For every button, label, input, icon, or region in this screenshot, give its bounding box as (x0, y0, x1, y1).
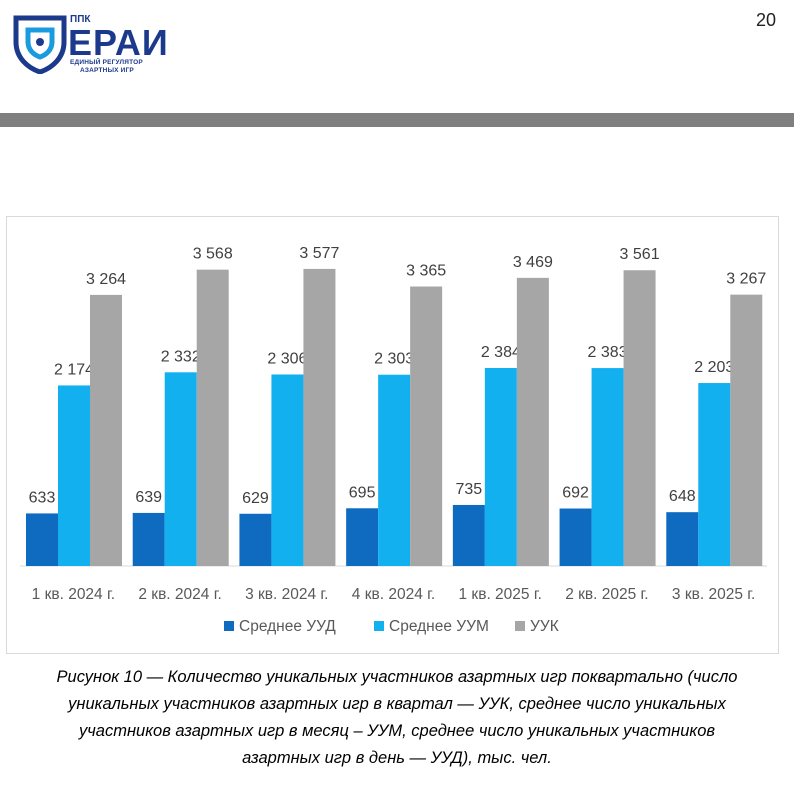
page-number: 20 (755, 10, 776, 30)
data-label: 3 577 (299, 245, 339, 262)
bar (271, 374, 304, 566)
data-label: 3 264 (86, 271, 126, 288)
x-tick-label: 1 кв. 2024 г. (32, 586, 115, 603)
data-label: 695 (349, 484, 376, 501)
bar (164, 372, 197, 566)
data-label: 735 (456, 481, 483, 498)
data-label: 3 469 (513, 254, 553, 271)
bar (346, 508, 379, 566)
data-label: 2 306 (267, 350, 307, 367)
logo-tagline-1: ЕДИНЫЙ РЕГУЛЯТОР (70, 59, 143, 66)
data-label: 2 384 (481, 344, 521, 361)
data-label: 2 332 (161, 348, 201, 365)
logo-tagline-2: АЗАРТНЫХ ИГР (80, 67, 134, 74)
bar-chart: 633 2 174 3 264 1 кв. 2024 г. 639 2 332 3 568 2… (20, 245, 767, 635)
legend-label: Среднее УУД (239, 618, 336, 635)
data-label: 692 (562, 485, 589, 502)
data-label: 633 (29, 489, 56, 506)
caption-line: участников азартных игр в месяц – УУМ, с… (79, 722, 715, 740)
data-label: 2 174 (54, 361, 94, 378)
legend-swatch (515, 621, 525, 631)
bar (239, 513, 272, 566)
bar (666, 512, 699, 566)
bar (58, 385, 90, 566)
data-label: 3 561 (620, 246, 660, 263)
bar (132, 512, 165, 566)
x-tick-label: 3 кв. 2024 г. (245, 586, 328, 603)
x-tick-label: 1 кв. 2025 г. (459, 586, 542, 603)
bar (452, 504, 485, 566)
data-label: 648 (669, 488, 696, 505)
bar (303, 268, 336, 566)
bar (516, 277, 549, 566)
data-label: 2 303 (374, 351, 414, 368)
erai-emblem-icon (13, 15, 67, 74)
x-tick-label: 4 кв. 2024 г. (352, 586, 435, 603)
bar (698, 383, 731, 566)
data-label: 2 203 (694, 359, 734, 376)
data-label: 3 267 (726, 271, 766, 288)
x-tick-label: 2 кв. 2024 г. (138, 586, 221, 603)
bar (623, 270, 656, 566)
legend-label: УУК (530, 618, 559, 635)
caption-line: уникальных участников азартных игр в ква… (68, 695, 726, 713)
erai-logo: ППК ЕРАИ ЕДИНЫЙ РЕГУЛЯТОР АЗАРТНЫХ ИГР (12, 12, 182, 76)
bar (484, 367, 517, 566)
bar (559, 508, 592, 566)
data-label: 3 568 (193, 246, 233, 263)
data-label: 3 365 (406, 263, 446, 280)
caption-line: Рисунок 10 — Количество уникальных участ… (56, 668, 738, 686)
x-tick-label: 3 кв. 2025 г. (672, 586, 755, 603)
figure-caption: Рисунок 10 — Количество уникальных участ… (0, 664, 794, 772)
data-label: 639 (135, 489, 162, 506)
legend-label: Среднее УУМ (389, 618, 489, 635)
bar (730, 294, 763, 566)
header-divider (0, 113, 794, 127)
bar (26, 513, 58, 566)
bar (410, 286, 443, 566)
legend-swatch (224, 621, 234, 631)
bar (591, 368, 624, 566)
chart-container: 633 2 174 3 264 1 кв. 2024 г. 639 2 332 3 568 2… (6, 216, 779, 654)
bar (90, 294, 122, 566)
bar (378, 374, 411, 566)
logo-name: ЕРАИ (68, 22, 169, 63)
x-tick-label: 2 кв. 2025 г. (565, 586, 648, 603)
caption-line: азартных игр в день — УУД), тыс. чел. (242, 749, 552, 767)
data-label: 629 (242, 490, 269, 507)
data-label: 2 383 (588, 344, 628, 361)
bar (196, 269, 229, 566)
logo-small-text: ППК (70, 14, 91, 25)
legend-swatch (374, 621, 384, 631)
